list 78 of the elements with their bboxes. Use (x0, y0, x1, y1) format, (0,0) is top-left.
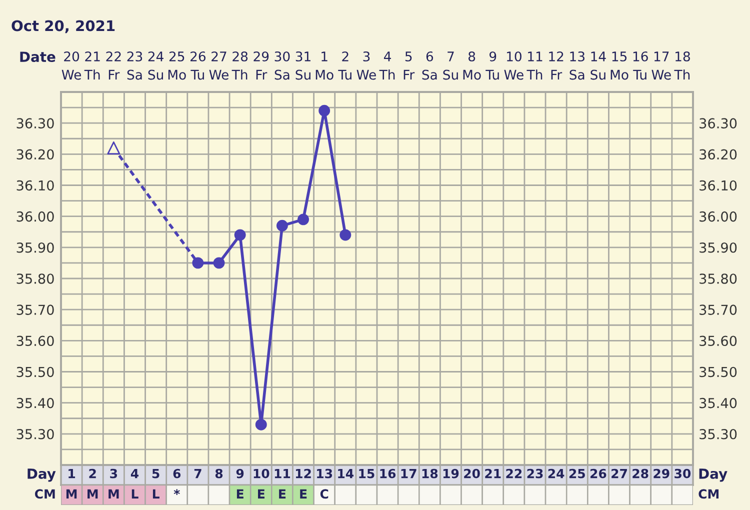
y2-tick-label: 36.00 (700, 211, 737, 222)
y2-tick-label: 35.90 (700, 242, 737, 253)
y-tick-label: 36.30 (16, 118, 54, 128)
x2-tick-label: 26 Tu (190, 51, 206, 80)
y-tick-label: 35.70 (16, 304, 54, 315)
x2-tick-label: 11 Th (526, 52, 542, 80)
y-tick-label: 35.30 (16, 428, 54, 440)
category-label: E (279, 489, 286, 498)
x2-tick-label: 5 Fr (404, 52, 415, 80)
x2-tick-label: 30 Sa (274, 51, 290, 80)
point (255, 418, 267, 430)
point (192, 257, 204, 269)
chart-title: Oct 20, 2021 (12, 20, 115, 34)
category-label: E (300, 489, 307, 498)
x2-tick-label: 8 Mo (463, 51, 481, 80)
text: Day (699, 468, 728, 482)
y2-tick-label: 35.60 (700, 336, 737, 346)
point (340, 229, 352, 241)
y-tick-label: 36.20 (16, 149, 54, 160)
y-tick-label: 35.60 (16, 336, 54, 346)
point (276, 220, 288, 232)
category-label: L (132, 489, 138, 498)
x2-tick-label: 12 Fr (549, 51, 564, 80)
x2-tick-label: 28 Th (232, 51, 248, 80)
category-label: M (88, 489, 98, 498)
y-tick-label: 35.90 (16, 242, 54, 253)
x2-tick-label: 9 Tu (486, 51, 499, 80)
category-label: E (236, 489, 244, 498)
point (107, 141, 120, 154)
x2-tick-label: 3 We (356, 51, 376, 80)
point (298, 214, 309, 226)
x2-tick-label: 21 Th (84, 51, 100, 80)
text: CM (34, 489, 55, 499)
y2-tick-label: 35.70 (700, 304, 737, 315)
point (213, 257, 225, 269)
x2-tick-label: 31 Su (296, 51, 310, 80)
x2-tick-label: 2 Tu (338, 51, 352, 80)
y2-tick-label: 36.10 (700, 180, 737, 191)
y-tick-label: 36.00 (16, 211, 54, 222)
x2-tick-label: 23 Sa (127, 51, 142, 80)
x2-tick-label: 10 We (504, 51, 524, 80)
x2-tick-label: 16 Tu (633, 51, 648, 80)
x2-tick-label: 29 Fr (254, 51, 269, 80)
x2-tick-label: 27 We (209, 51, 228, 80)
y2-tick-label: 35.80 (700, 274, 737, 284)
category-label: M (66, 489, 77, 498)
x2-tick-label: 13 Sa (570, 51, 584, 80)
y-tick-label: 35.40 (16, 398, 54, 408)
x2-axis-title: Date (20, 52, 56, 62)
y-tick-label: 35.80 (16, 274, 54, 284)
category-label: E (258, 489, 264, 498)
y2-tick-label: 35.50 (700, 366, 737, 378)
y2-tick-label: 36.20 (700, 149, 737, 160)
point (234, 229, 246, 241)
point (318, 104, 330, 116)
x2-tick-label: 7 Su (443, 52, 458, 80)
y2-tick-label: 36.30 (700, 118, 737, 128)
x-axis-title: Day (28, 468, 56, 482)
category-label: L (152, 489, 160, 498)
y-tick-label: 36.10 (16, 180, 54, 191)
category-label: M (108, 489, 119, 498)
y-tick-label: 35.50 (16, 366, 54, 378)
x2-tick-label: 4 Th (379, 52, 395, 80)
x2-tick-label: 18 Th (674, 51, 690, 80)
category-label: * (174, 489, 180, 495)
y2-tick-label: 35.30 (700, 428, 737, 440)
x2-tick-label: 14 Su (590, 52, 606, 80)
x2-tick-label: 25 Mo (168, 51, 186, 80)
x2-tick-label: 22 Fr (106, 51, 121, 80)
x2-tick-label: 20 We (62, 51, 82, 80)
x2-tick-label: 24 Su (148, 51, 164, 80)
x2-tick-label: 15 Mo (610, 52, 628, 80)
text: CM (698, 489, 719, 499)
y2-tick-label: 35.40 (700, 398, 737, 408)
x2-tick-label: 1 Mo (316, 52, 334, 80)
x2-tick-label: 6 Sa (422, 51, 437, 80)
category-label: C (320, 489, 328, 499)
x2-tick-label: 17 We (652, 52, 671, 80)
